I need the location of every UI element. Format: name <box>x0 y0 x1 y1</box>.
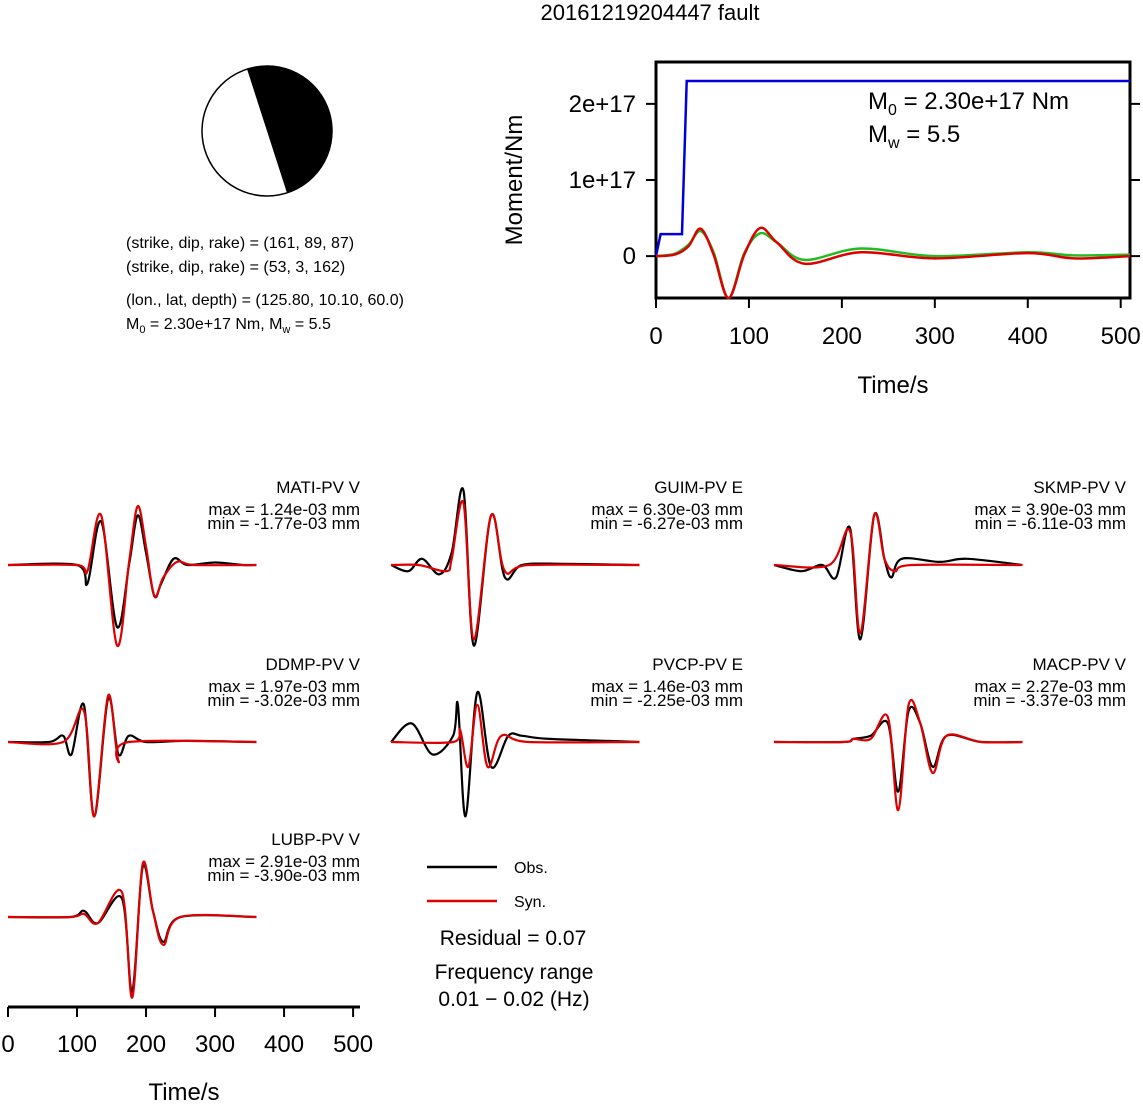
synthetic-trace <box>7 693 257 818</box>
focal-m0-prefix: M <box>126 316 139 333</box>
station-name: SKMP-PV V <box>1033 478 1126 497</box>
moment-ytick-label: 2e+17 <box>569 91 636 118</box>
station-max: max = 3.90e-03 mm <box>974 500 1126 519</box>
beachball-compressional-quadrant <box>247 65 333 193</box>
moment-mw-prefix: M <box>868 121 888 148</box>
waveform-xtick-label: 200 <box>126 1031 166 1058</box>
legend-syn-label: Syn. <box>514 894 546 911</box>
page-title: 20161219204447 fault <box>541 0 760 25</box>
focal-parameters: (strike, dip, rake) = (161, 89, 87) (str… <box>126 235 404 336</box>
moment-xtick-label: 0 <box>649 323 662 350</box>
waveform-xlabel: Time/s <box>148 1079 219 1104</box>
moment-ylabel: Moment/Nm <box>501 115 528 246</box>
moment-series-line-2 <box>655 226 1131 300</box>
waveform-xtick-label: 500 <box>333 1031 373 1058</box>
moment-xtick-label: 100 <box>729 323 769 350</box>
synthetic-trace <box>390 703 640 769</box>
moment-ytick-label: 0 <box>623 243 636 270</box>
station-min: min = -1.77e-03 mm <box>207 514 360 533</box>
moment-xlabel: Time/s <box>857 372 928 399</box>
beachball <box>201 65 333 197</box>
observed-trace <box>7 514 257 629</box>
focal-plane-2: (strike, dip, rake) = (53, 3, 162) <box>126 259 345 276</box>
station-min: min = -3.02e-03 mm <box>207 691 360 710</box>
station-min: min = -6.11e-03 mm <box>975 514 1126 533</box>
observed-trace <box>390 691 640 818</box>
synthetic-trace <box>7 860 257 999</box>
station-name: MATI-PV V <box>276 478 360 497</box>
station-max: max = 1.24e-03 mm <box>208 500 360 519</box>
waveform-xtick-label: 400 <box>264 1031 304 1058</box>
synthetic-trace <box>773 698 1023 812</box>
station-name: PVCP-PV E <box>652 655 743 674</box>
waveform-x-axis: 0 100 200 300 400 500 <box>1 1005 373 1058</box>
synthetic-trace <box>390 499 640 641</box>
frequency-range-value: 0.01 − 0.02 (Hz) <box>438 988 589 1011</box>
moment-mw-annotation: Mw = 5.5 <box>868 121 960 152</box>
moment-chart: 2e+17 1e+17 0 0 100 200 300 400 500 Moment/Nm Ti… <box>501 60 1141 399</box>
frequency-range-label: Frequency range <box>435 961 594 984</box>
station-max: max = 1.46e-03 mm <box>591 677 743 696</box>
moment-m0-value: = 2.30e+17 Nm <box>897 88 1069 115</box>
waveform-xtick-label: 100 <box>57 1031 97 1058</box>
focal-mw-value: = 5.5 <box>290 316 331 333</box>
station-name: GUIM-PV E <box>654 478 743 497</box>
legend: Obs. Syn. Residual = 0.07 Frequency rang… <box>427 860 593 1011</box>
legend-obs-label: Obs. <box>514 860 548 877</box>
synthetic-trace <box>773 512 1023 635</box>
moment-xtick-label: 500 <box>1101 323 1141 350</box>
moment-mw-sub: w <box>887 135 900 152</box>
moment-mw-value: = 5.5 <box>900 121 961 148</box>
moment-m0-sub: 0 <box>888 102 897 119</box>
station-min: min = -3.37e-03 mm <box>973 691 1126 710</box>
moment-series <box>654 79 1131 300</box>
moment-series-line-1 <box>655 229 1131 300</box>
focal-m0-value: = 2.30e+17 Nm, M <box>145 316 282 333</box>
focal-moment: M0 = 2.30e+17 Nm, Mw = 5.5 <box>126 316 331 336</box>
waveform-xtick-label: 0 <box>1 1031 14 1058</box>
moment-axes: 2e+17 1e+17 0 0 100 200 300 400 500 <box>569 91 1141 350</box>
moment-xtick-label: 200 <box>822 323 862 350</box>
moment-m0-prefix: M <box>868 88 888 115</box>
station-max: max = 2.91e-03 mm <box>208 852 360 871</box>
focal-plane-1: (strike, dip, rake) = (161, 89, 87) <box>126 235 354 252</box>
moment-m0-annotation: M0 = 2.30e+17 Nm <box>868 88 1069 119</box>
waveform-xtick-label: 300 <box>195 1031 235 1058</box>
observed-trace <box>773 705 1023 793</box>
station-max: max = 1.97e-03 mm <box>208 677 360 696</box>
moment-xtick-label: 400 <box>1008 323 1048 350</box>
station-name: MACP-PV V <box>1032 655 1126 674</box>
station-name: LUBP-PV V <box>271 830 360 849</box>
station-min: min = -2.25e-03 mm <box>590 691 743 710</box>
synthetic-trace <box>7 504 257 647</box>
station-min: min = -6.27e-03 mm <box>590 514 743 533</box>
moment-xtick-label: 300 <box>915 323 955 350</box>
station-name: DDMP-PV V <box>266 655 361 674</box>
residual-text: Residual = 0.07 <box>440 927 587 950</box>
station-max: max = 6.30e-03 mm <box>591 500 743 519</box>
moment-series-line-0 <box>654 79 1130 257</box>
moment-ytick-label: 1e+17 <box>569 167 636 194</box>
observed-trace <box>7 696 257 818</box>
focal-m0-sub: 0 <box>139 324 145 336</box>
station-max: max = 2.27e-03 mm <box>974 677 1126 696</box>
focal-location: (lon., lat, depth) = (125.80, 10.10, 60.… <box>126 292 404 309</box>
focal-mw-sub: w <box>281 324 290 336</box>
station-min: min = -3.90e-03 mm <box>207 866 360 885</box>
